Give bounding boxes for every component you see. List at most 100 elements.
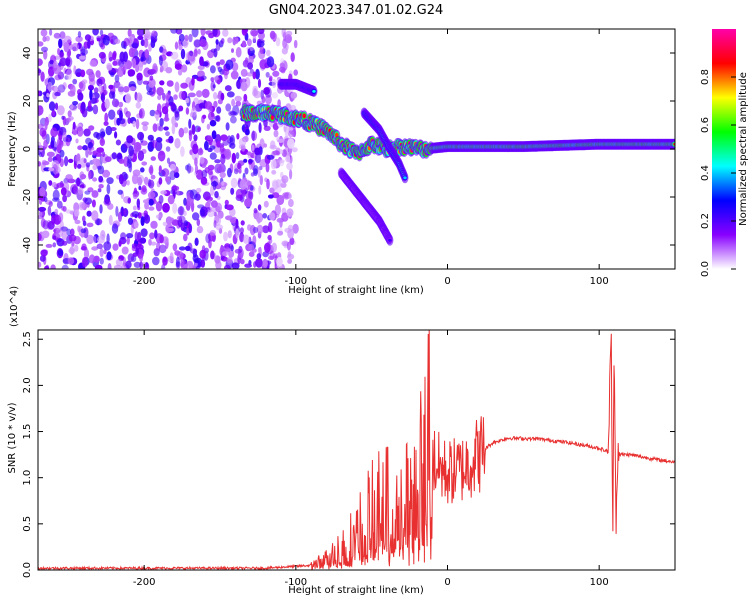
spectrogram-noise-blob (262, 213, 268, 219)
spectrogram-noise-blob (59, 149, 65, 158)
spectrogram-noise-blob (43, 196, 48, 203)
spectrogram-noise-blob (238, 138, 247, 147)
spectrogram-noise-blob (216, 61, 221, 66)
spectrogram-noise-blob (259, 46, 265, 54)
spectrogram-noise-blob (263, 125, 271, 131)
spectrogram-noise-blob (122, 256, 126, 267)
spectrogram-noise-blob (289, 169, 293, 180)
spectrogram-noise-blob (72, 121, 76, 130)
spectrogram-noise-blob (48, 101, 56, 111)
spectrogram-noise-blob (217, 99, 223, 105)
spectrogram-noise-blob (88, 170, 92, 180)
spectrogram-noise-blob (290, 92, 298, 99)
spectrogram-noise-blob (47, 81, 53, 92)
spectrogram-noise-blob (253, 208, 258, 214)
spectrogram-noise-blob (206, 123, 211, 130)
spectrogram-noise-blob (210, 250, 215, 260)
spectrogram-noise-blob (130, 224, 134, 235)
snr-axes: -200 -100 0 100 0.0 0.5 1.0 1.5 2.0 2.5 (22, 330, 675, 588)
snr-y-tick-label: 0.5 (22, 516, 33, 532)
spectrogram-noise-blob (215, 202, 223, 213)
spectrogram-noise-blob (39, 198, 43, 205)
spectrogram-noise-blob (205, 30, 213, 35)
spectrogram-noise-blob (279, 66, 286, 73)
spectrogram-noise-blob (102, 89, 108, 96)
spectrogram-noise-blob (103, 198, 111, 206)
spectrogram-noise-blob (129, 86, 136, 92)
spectrogram-noise-blob (158, 55, 163, 66)
spectrogram-noise-blob (150, 156, 156, 161)
spectrogram-noise-blob (135, 64, 140, 73)
snr-x-tick-label: -200 (133, 577, 156, 588)
spectrogram-noise-blob (289, 237, 295, 246)
spectrogram-noise-blob (126, 233, 134, 239)
spectrogram-noise-blob (96, 243, 104, 250)
spectrogram-noise-blob (38, 58, 43, 66)
spectrogram-noise-blob (258, 122, 262, 134)
spectrogram-noise-blob (67, 110, 72, 118)
spectrogram-noise-blob (135, 118, 140, 130)
spectrogram-noise-blob (284, 227, 292, 233)
spectrogram-noise-blob (79, 203, 88, 209)
spectrogram-noise-blob (263, 200, 269, 208)
spectrogram-noise-blob (152, 123, 158, 132)
spectrogram-noise-blob (132, 58, 137, 69)
spectrogram-noise-blob (210, 80, 216, 92)
spectrogram-noise-blob (220, 134, 228, 141)
spectrogram-noise-blob (200, 75, 207, 81)
spectrogram-noise-blob (56, 182, 65, 188)
spectrogram-noise-blob (175, 256, 180, 268)
spectrogram-noise-blob (136, 174, 145, 184)
spectrogram-noise-blob (62, 131, 67, 141)
spectrogram-noise-blob (163, 116, 170, 122)
spectrogram-noise-blob (107, 263, 112, 269)
spectrogram-y-axis-label: Frequency (Hz) (7, 111, 18, 187)
spectrogram-noise-blob (82, 220, 87, 227)
spectrogram-noise-blob (80, 183, 86, 189)
spectrogram-noise-blob (174, 63, 183, 70)
spectrogram-noise-blob (158, 195, 164, 204)
spectrogram-noise-blob (191, 107, 197, 117)
spectrogram-noise-blob (119, 110, 123, 121)
spectrogram-noise-blob (77, 31, 82, 38)
spectrogram-noise-blob (48, 201, 53, 207)
spectrogram-noise-blob (191, 124, 196, 135)
spectrogram-noise-blob (108, 109, 116, 120)
spectrogram-noise-blob (271, 169, 277, 175)
spectrogram-noise-blob (108, 84, 114, 90)
spectrogram-noise-blob (275, 37, 281, 47)
spectrogram-noise-blob (80, 173, 87, 180)
spectrogram-noise-blob (286, 208, 294, 217)
spectrogram-noise-blob (80, 231, 85, 238)
spectrogram-noise-blob (138, 61, 144, 72)
spectrogram-noise-blob (166, 227, 174, 232)
spectrogram-noise-blob (60, 187, 67, 196)
spectrogram-noise-blob (50, 127, 58, 138)
spectrogram-noise-blob (215, 224, 223, 231)
spectrogram-noise-blob (210, 181, 219, 187)
spectrogram-noise-blob (84, 197, 93, 205)
spectrogram-noise-blob (171, 124, 176, 135)
spectrogram-noise-blob (281, 149, 287, 158)
spectrogram-noise-blob (77, 92, 84, 101)
spectrogram-noise-blob (57, 249, 64, 256)
spectrogram-noise-blob (199, 156, 205, 164)
spectrogram-noise-blob (71, 241, 75, 247)
spectrogram-noise-blob (250, 29, 258, 37)
spectrogram-noise-blob (78, 81, 84, 89)
spectrogram-noise-blob (92, 235, 97, 244)
spectrogram-noise-blob (106, 251, 112, 261)
spectrogram-noise-blob (89, 89, 93, 101)
spectrogram-y-tick-label: 0 (22, 146, 33, 152)
spectrogram-noise-blob (166, 80, 174, 87)
spectrogram-noise-blob (127, 197, 131, 204)
spectrogram-noise-blob (288, 129, 295, 138)
spectrogram-noise-blob (114, 131, 118, 139)
spectrogram-noise-blob (281, 175, 289, 184)
spectrogram-noise-blob (117, 211, 123, 222)
spectrogram-noise-blob (272, 70, 280, 77)
spectrogram-noise-blob (213, 100, 218, 108)
spectrogram-noise-blob (166, 93, 171, 99)
spectrogram-noise-blob (115, 139, 121, 146)
spectrogram-noise-blob (291, 147, 298, 153)
